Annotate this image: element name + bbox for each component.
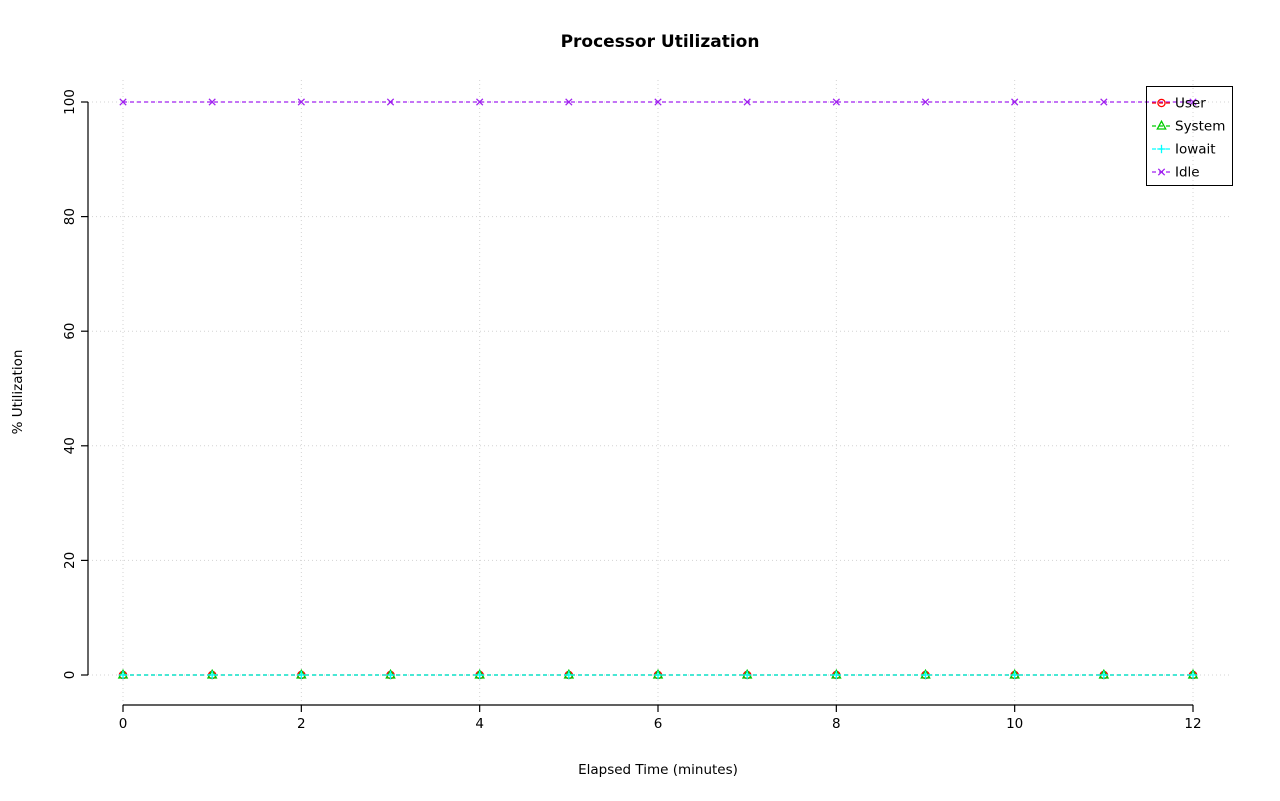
legend-label-system: System [1175, 119, 1225, 135]
svg-text:0: 0 [62, 671, 78, 680]
svg-text:6: 6 [654, 716, 663, 732]
series-iowait [118, 670, 1198, 680]
svg-text:8: 8 [832, 716, 841, 732]
tick-labels: 0 2 4 6 8 10 12 0 20 40 60 80 100 [62, 89, 1202, 732]
svg-text:0: 0 [119, 716, 128, 732]
gridlines [88, 80, 1232, 705]
svg-text:40: 40 [62, 437, 78, 454]
legend-label-idle: Idle [1175, 165, 1200, 181]
svg-text:12: 12 [1184, 716, 1201, 732]
axes [81, 101, 1194, 712]
series-idle [119, 98, 1197, 106]
x-axis-label: Elapsed Time (minutes) [578, 762, 738, 778]
svg-text:10: 10 [1006, 716, 1023, 732]
svg-text:100: 100 [62, 89, 78, 115]
svg-text:4: 4 [475, 716, 484, 732]
legend-label-user: User [1175, 96, 1206, 112]
svg-text:2: 2 [297, 716, 306, 732]
svg-text:20: 20 [62, 552, 78, 569]
legend-label-iowait: Iowait [1175, 142, 1216, 158]
svg-text:80: 80 [62, 208, 78, 225]
legend: User System Iowait Idle [1146, 86, 1233, 186]
svg-text:60: 60 [62, 323, 78, 340]
chart-title: Processor Utilization [560, 32, 760, 52]
